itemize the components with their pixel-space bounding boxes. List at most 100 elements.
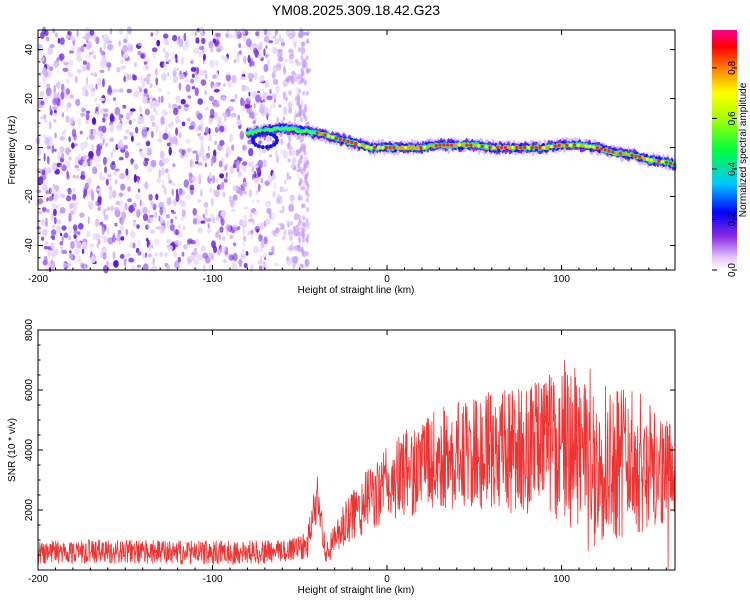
noise-speckle xyxy=(302,203,306,209)
ridge-core xyxy=(546,145,550,149)
noise-speckle xyxy=(197,199,202,203)
noise-speckle xyxy=(291,75,294,83)
noise-speckle xyxy=(65,88,70,95)
noise-speckle xyxy=(184,79,190,83)
noise-speckle xyxy=(299,148,302,154)
noise-speckle xyxy=(75,98,81,107)
noise-speckle xyxy=(306,207,310,213)
noise-speckle xyxy=(196,66,199,75)
noise-speckle xyxy=(85,76,89,86)
noise-speckle xyxy=(144,108,150,116)
noise-speckle xyxy=(302,90,306,96)
noise-speckle xyxy=(264,180,271,186)
noise-speckle xyxy=(281,188,287,192)
noise-speckle xyxy=(300,68,304,74)
noise-speckle xyxy=(77,241,82,245)
noise-speckle xyxy=(90,89,95,98)
noise-speckle xyxy=(119,28,124,35)
ridge-loop xyxy=(260,131,265,136)
noise-speckle xyxy=(151,265,158,273)
noise-speckle xyxy=(80,112,86,117)
noise-speckle xyxy=(219,173,225,179)
noise-speckle xyxy=(293,166,297,171)
noise-speckle xyxy=(197,98,203,105)
noise-speckle xyxy=(107,237,114,245)
noise-speckle xyxy=(268,248,273,256)
noise-speckle xyxy=(149,114,155,122)
noise-speckle xyxy=(239,157,243,162)
spectrogram-y-tick-label: 0 xyxy=(24,144,35,150)
noise-speckle xyxy=(225,171,228,179)
noise-speckle xyxy=(185,138,191,144)
ridge-core xyxy=(580,143,584,148)
noise-speckle xyxy=(59,100,64,107)
noise-speckle xyxy=(209,114,215,119)
noise-speckle xyxy=(43,199,45,204)
noise-speckle xyxy=(114,209,121,218)
ridge-core xyxy=(427,145,431,149)
noise-speckle xyxy=(149,100,155,108)
noise-speckle xyxy=(298,72,301,77)
noise-speckle xyxy=(232,194,238,201)
noise-speckle xyxy=(85,53,92,59)
noise-speckle xyxy=(177,105,182,110)
ridge-core xyxy=(453,143,458,147)
noise-speckle xyxy=(276,64,282,68)
noise-speckle xyxy=(181,209,186,218)
noise-speckle xyxy=(129,131,134,137)
noise-speckle xyxy=(154,100,160,107)
noise-speckle xyxy=(48,169,52,174)
noise-speckle xyxy=(291,161,295,167)
noise-speckle xyxy=(89,128,92,134)
noise-speckle xyxy=(52,97,58,106)
noise-speckle xyxy=(300,78,304,84)
noise-speckle xyxy=(88,150,94,159)
noise-speckle xyxy=(108,190,113,200)
ridge-loop xyxy=(260,145,265,150)
noise-speckle xyxy=(154,211,158,219)
noise-speckle xyxy=(253,170,257,179)
noise-speckle xyxy=(92,232,96,241)
noise-speckle xyxy=(101,132,104,137)
noise-speckle xyxy=(256,228,259,233)
noise-speckle xyxy=(68,235,72,241)
noise-speckle xyxy=(283,106,288,116)
noise-speckle xyxy=(143,88,148,94)
snr-y-tick-label: 8000 xyxy=(24,318,35,341)
noise-speckle xyxy=(190,78,195,84)
noise-speckle xyxy=(219,139,225,146)
noise-speckle xyxy=(297,247,301,253)
noise-speckle xyxy=(125,168,129,176)
noise-speckle xyxy=(192,150,198,154)
noise-speckle xyxy=(196,112,203,121)
noise-speckle xyxy=(61,235,64,243)
noise-speckle xyxy=(97,239,101,245)
noise-speckle xyxy=(192,218,197,225)
noise-speckle xyxy=(174,53,178,60)
ridge-core xyxy=(342,138,346,142)
noise-speckle xyxy=(72,174,77,179)
noise-speckle xyxy=(164,111,168,116)
noise-speckle xyxy=(305,217,309,223)
colorbar-label: Normalized spectral amplitude xyxy=(738,82,749,217)
noise-speckle xyxy=(146,166,153,173)
noise-speckle xyxy=(157,87,162,93)
noise-speckle xyxy=(271,93,278,100)
colorbar-tick-label: 0.0 xyxy=(727,263,738,277)
noise-speckle xyxy=(207,222,210,229)
noise-speckle xyxy=(162,33,169,39)
noise-speckle xyxy=(245,251,249,256)
noise-speckle xyxy=(261,263,268,270)
noise-speckle xyxy=(108,85,112,94)
ridge-core xyxy=(338,137,342,141)
noise-speckle xyxy=(68,212,72,222)
noise-speckle xyxy=(202,155,208,161)
noise-speckle xyxy=(41,236,45,241)
ridge-core xyxy=(430,144,434,148)
noise-speckle xyxy=(184,107,188,113)
noise-speckle xyxy=(148,244,152,251)
noise-speckle xyxy=(90,255,96,264)
noise-speckle xyxy=(226,113,232,117)
noise-speckle xyxy=(126,88,132,94)
noise-speckle xyxy=(253,211,258,216)
